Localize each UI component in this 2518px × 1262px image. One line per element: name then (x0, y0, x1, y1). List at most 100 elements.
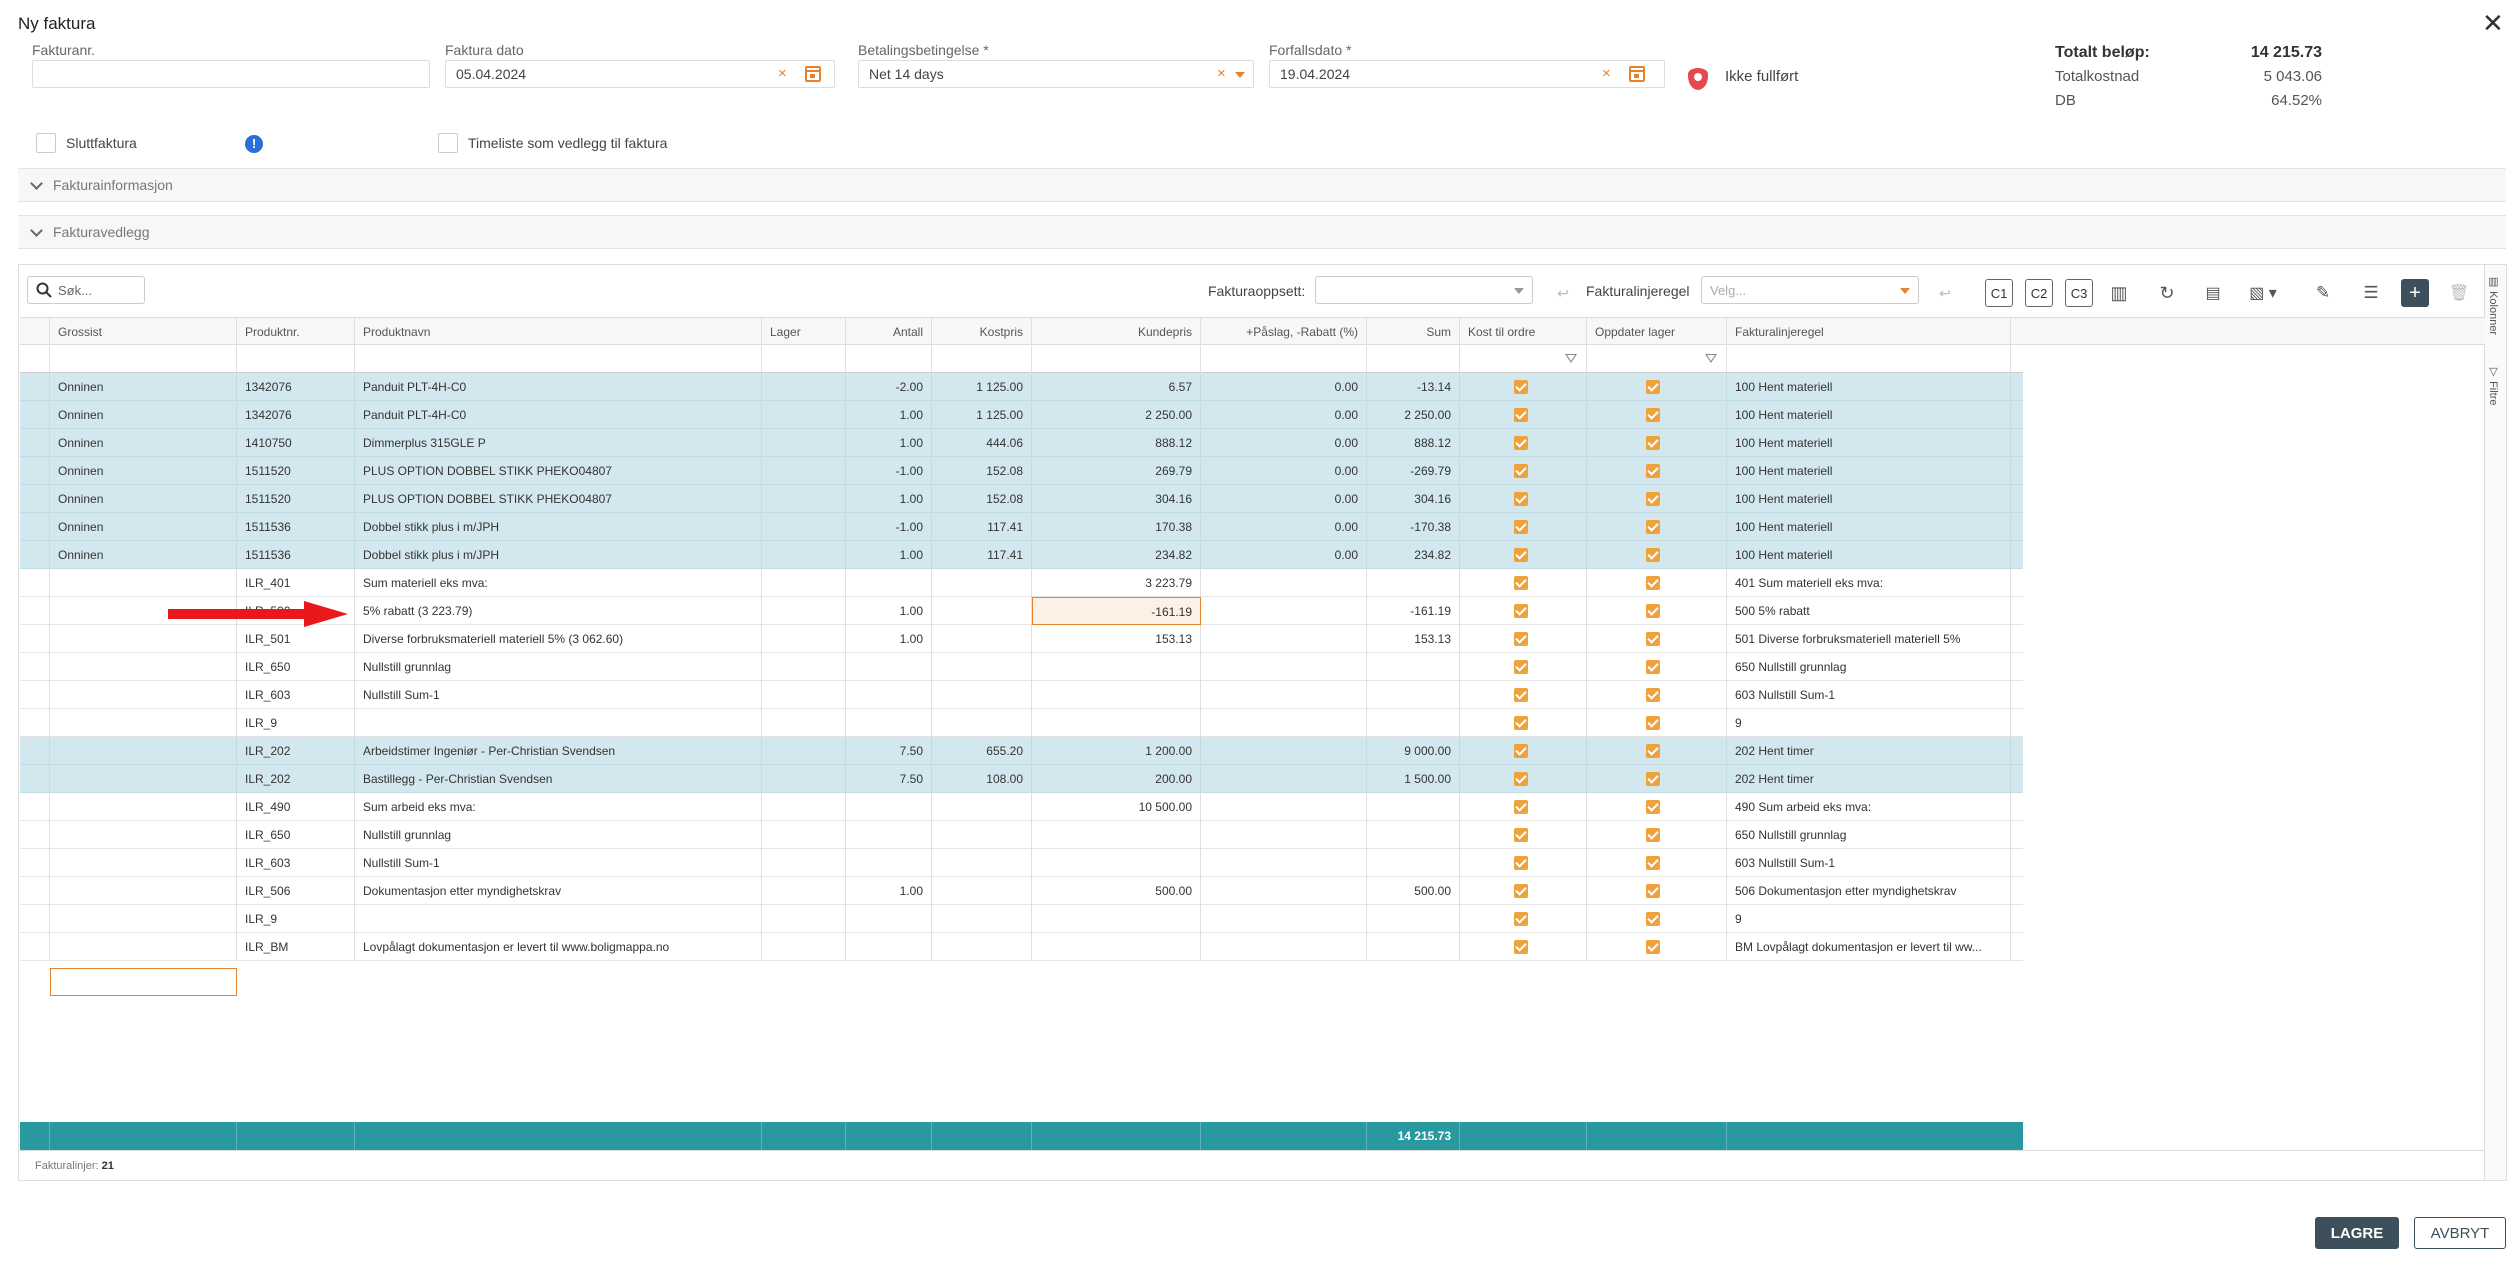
row-selector[interactable] (20, 569, 50, 597)
header-rabatt[interactable]: +Påslag, -Rabatt (%) (1201, 318, 1367, 346)
table-row[interactable]: Onninen 1511536 Dobbel stikk plus i m/JPH -… (20, 513, 2023, 541)
cell-produktnavn[interactable]: Sum arbeid eks mva: (355, 793, 762, 821)
cell-kostpris[interactable] (932, 569, 1032, 597)
cell-oppdater-lager[interactable] (1587, 933, 1727, 961)
clear-icon[interactable]: × (1217, 65, 1226, 82)
cell-antall[interactable] (846, 569, 932, 597)
cell-fakturalinjeregel[interactable]: 100 Hent materiell (1727, 513, 2011, 541)
indent-icon[interactable]: ☰ (2363, 283, 2379, 302)
cell-produktnr[interactable]: ILR_603 (237, 681, 355, 709)
cell-lager[interactable] (762, 681, 846, 709)
cell-oppdater-lager[interactable] (1587, 541, 1727, 569)
cell-sum[interactable] (1367, 849, 1460, 877)
cell-oppdater-lager[interactable] (1587, 821, 1727, 849)
cell-kundepris[interactable]: 500.00 (1032, 877, 1201, 905)
final-invoice-checkbox[interactable] (36, 133, 56, 153)
cell-kostpris[interactable]: 655.20 (932, 737, 1032, 765)
cell-kostpris[interactable] (932, 709, 1032, 737)
row-selector[interactable] (20, 401, 50, 429)
checked-checkbox-icon[interactable] (1646, 940, 1660, 954)
cell-fakturalinjeregel[interactable]: BM Lovpålagt dokumentasjon er levert til… (1727, 933, 2011, 961)
cell-fakturalinjeregel[interactable]: 650 Nullstill grunnlag (1727, 653, 2011, 681)
cell-produktnr[interactable]: ILR_BM (237, 933, 355, 961)
checked-checkbox-icon[interactable] (1514, 800, 1528, 814)
cell-produktnr[interactable]: 1511520 (237, 457, 355, 485)
cell-oppdater-lager[interactable] (1587, 849, 1727, 877)
cell-kost-til-ordre[interactable] (1460, 905, 1587, 933)
cell-kost-til-ordre[interactable] (1460, 709, 1587, 737)
table-row[interactable]: ILR_9 9 (20, 905, 2023, 933)
cell-produktnavn[interactable]: Bastillegg - Per-Christian Svendsen (355, 765, 762, 793)
export-icon[interactable]: ▧ ▾ (2249, 285, 2277, 302)
cell-produktnavn[interactable] (355, 905, 762, 933)
row-selector[interactable] (20, 793, 50, 821)
section-attachments[interactable]: Fakturavedlegg (18, 215, 2506, 249)
c1-button[interactable]: C1 (1985, 279, 2013, 307)
cell-oppdater-lager[interactable] (1587, 681, 1727, 709)
checked-checkbox-icon[interactable] (1514, 576, 1528, 590)
invoice-number-input[interactable] (32, 60, 430, 88)
table-row[interactable]: Onninen 1511520 PLUS OPTION DOBBEL STIKK P… (20, 485, 2023, 513)
header-grossist[interactable]: Grossist (50, 318, 237, 346)
checked-checkbox-icon[interactable] (1646, 912, 1660, 926)
checked-checkbox-icon[interactable] (1646, 604, 1660, 618)
cell-grossist[interactable]: Onninen (50, 457, 237, 485)
cell-kundepris[interactable]: 1 200.00 (1032, 737, 1201, 765)
cell-antall[interactable]: -2.00 (846, 373, 932, 401)
cell-kost-til-ordre[interactable] (1460, 821, 1587, 849)
checked-checkbox-icon[interactable] (1646, 548, 1660, 562)
cell-grossist[interactable] (50, 569, 237, 597)
row-selector[interactable] (20, 681, 50, 709)
cell-kostpris[interactable] (932, 597, 1032, 625)
filters-tab[interactable]: ▽ Filtre (2487, 365, 2500, 406)
cell-rabatt[interactable]: 0.00 (1201, 513, 1367, 541)
cell-grossist[interactable] (50, 793, 237, 821)
cell-kostpris[interactable] (932, 625, 1032, 653)
cell-kostpris[interactable]: 117.41 (932, 541, 1032, 569)
checked-checkbox-icon[interactable] (1646, 828, 1660, 842)
cell-antall[interactable]: 7.50 (846, 765, 932, 793)
row-selector[interactable] (20, 373, 50, 401)
cell-kost-til-ordre[interactable] (1460, 429, 1587, 457)
cell-kostpris[interactable] (932, 877, 1032, 905)
cell-grossist[interactable] (50, 821, 237, 849)
cell-fakturalinjeregel[interactable]: 506 Dokumentasjon etter myndighetskrav (1727, 877, 2011, 905)
cell-lager[interactable] (762, 401, 846, 429)
cell-oppdater-lager[interactable] (1587, 905, 1727, 933)
cell-produktnr[interactable]: ILR_401 (237, 569, 355, 597)
checked-checkbox-icon[interactable] (1646, 884, 1660, 898)
row-selector[interactable] (20, 737, 50, 765)
payment-terms-select[interactable]: Net 14 days × (858, 60, 1254, 88)
cell-antall[interactable] (846, 709, 932, 737)
cell-sum[interactable]: -170.38 (1367, 513, 1460, 541)
edit-icon[interactable]: ✎ (2315, 283, 2331, 302)
row-selector[interactable] (20, 541, 50, 569)
cell-sum[interactable]: 9 000.00 (1367, 737, 1460, 765)
cell-kost-til-ordre[interactable] (1460, 653, 1587, 681)
cell-lager[interactable] (762, 849, 846, 877)
checked-checkbox-icon[interactable] (1514, 940, 1528, 954)
cell-sum[interactable]: 1 500.00 (1367, 765, 1460, 793)
cell-oppdater-lager[interactable] (1587, 457, 1727, 485)
cell-sum[interactable]: 2 250.00 (1367, 401, 1460, 429)
cell-kundepris[interactable]: 3 223.79 (1032, 569, 1201, 597)
table-row[interactable]: Onninen 1410750 Dimmerplus 315GLE P 1.00 444… (20, 429, 2023, 457)
checked-checkbox-icon[interactable] (1646, 380, 1660, 394)
cell-rabatt[interactable] (1201, 849, 1367, 877)
cell-kundepris[interactable] (1032, 849, 1201, 877)
cell-produktnavn[interactable]: Panduit PLT-4H-C0 (355, 373, 762, 401)
cell-fakturalinjeregel[interactable]: 501 Diverse forbruksmateriell materiell … (1727, 625, 2011, 653)
cell-produktnr[interactable]: 1342076 (237, 373, 355, 401)
row-selector[interactable] (20, 457, 50, 485)
cell-sum[interactable]: 888.12 (1367, 429, 1460, 457)
checked-checkbox-icon[interactable] (1514, 436, 1528, 450)
cell-grossist[interactable] (50, 709, 237, 737)
table-row[interactable]: ILR_501 Diverse forbruksmateriell materie… (20, 625, 2023, 653)
cell-produktnr[interactable]: ILR_650 (237, 821, 355, 849)
cell-lager[interactable] (762, 821, 846, 849)
cell-produktnr[interactable]: 1342076 (237, 401, 355, 429)
cell-produktnavn[interactable]: Nullstill Sum-1 (355, 849, 762, 877)
cell-sum[interactable]: -161.19 (1367, 597, 1460, 625)
info-icon[interactable]: ! (245, 135, 263, 153)
